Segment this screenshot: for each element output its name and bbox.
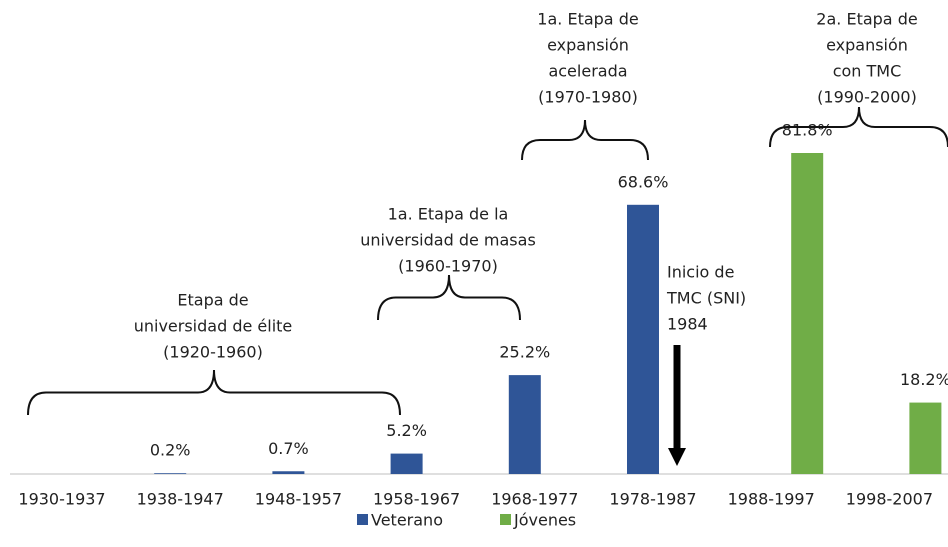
data-label: 68.6% xyxy=(618,172,669,191)
brace xyxy=(769,106,948,148)
x-tick-label: 1988-1997 xyxy=(728,490,815,509)
annotation: 1984 xyxy=(667,315,708,334)
bar xyxy=(272,471,305,474)
legend-label: Veterano xyxy=(371,511,443,530)
annotation: Inicio de xyxy=(667,263,734,282)
annotation: (1990-2000) xyxy=(817,88,917,107)
annotation: acelerada xyxy=(548,62,627,81)
brace xyxy=(27,369,401,416)
data-label: 18.2% xyxy=(900,370,948,389)
data-label: 5.2% xyxy=(386,421,427,440)
legend-swatch xyxy=(500,514,511,525)
bar xyxy=(909,402,942,474)
x-tick-label: 1938-1947 xyxy=(137,490,224,509)
annotation: (1970-1980) xyxy=(538,88,638,107)
legend-swatch xyxy=(357,514,368,525)
data-label: 25.2% xyxy=(499,343,550,362)
annotation: 2a. Etapa de xyxy=(816,10,917,29)
annotation: expansión xyxy=(826,36,908,55)
arrow-head xyxy=(668,448,686,466)
annotation: universidad de élite xyxy=(134,317,293,336)
brace xyxy=(521,119,649,161)
bar xyxy=(791,153,824,474)
bar xyxy=(627,204,659,475)
bar xyxy=(390,453,423,474)
annotation: universidad de masas xyxy=(360,231,536,250)
annotation: expansión xyxy=(547,36,629,55)
bar xyxy=(154,473,187,474)
data-label: 0.7% xyxy=(268,439,309,458)
annotation: (1920-1960) xyxy=(163,343,263,362)
data-label: 0.2% xyxy=(150,441,191,460)
x-tick-label: 1998-2007 xyxy=(846,490,933,509)
bar xyxy=(508,375,541,474)
annotation: con TMC xyxy=(833,62,902,81)
annotation: 1a. Etapa de la xyxy=(388,205,509,224)
x-tick-label: 1968-1977 xyxy=(491,490,578,509)
x-tick-label: 1978-1987 xyxy=(609,490,696,509)
annotation: (1960-1970) xyxy=(398,257,498,276)
legend-label: Jóvenes xyxy=(513,511,576,530)
annotation: TMC (SNI) xyxy=(666,289,746,308)
data-label: 81.8% xyxy=(782,121,833,140)
x-tick-label: 1958-1967 xyxy=(373,490,460,509)
annotation: 1a. Etapa de xyxy=(537,10,638,29)
annotation: Etapa de xyxy=(177,291,248,310)
brace xyxy=(377,274,521,321)
x-tick-label: 1948-1957 xyxy=(255,490,342,509)
x-tick-label: 1930-1937 xyxy=(18,490,105,509)
